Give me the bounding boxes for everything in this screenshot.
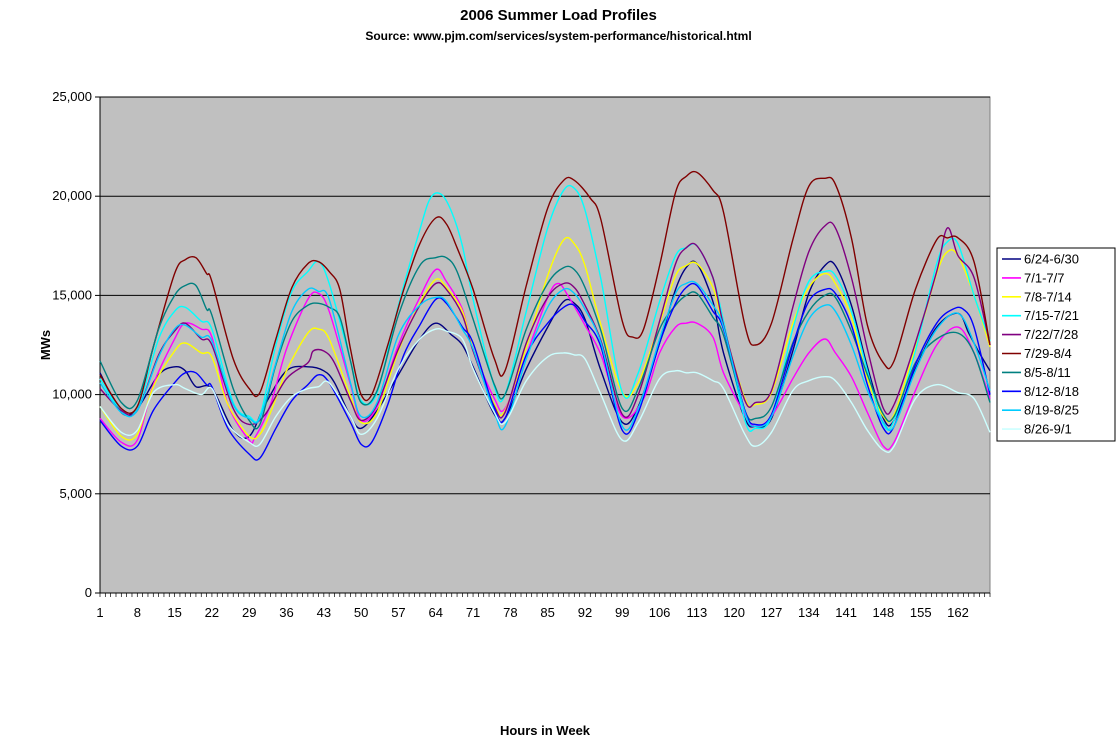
x-tick-label: 155 — [910, 605, 932, 620]
x-tick-label: 113 — [687, 605, 708, 620]
x-tick-label: 43 — [317, 605, 331, 620]
y-tick-label: 20,000 — [52, 188, 92, 203]
x-tick-label: 36 — [279, 605, 293, 620]
y-axis: 0 5,000 10,000 15,000 20,000 25,000 — [52, 89, 101, 600]
plot-area — [99, 96, 991, 594]
x-tick-label: 134 — [798, 605, 820, 620]
chart-subtitle: Source: www.pjm.com/services/system-perf… — [365, 29, 752, 43]
series-lines — [99, 170, 991, 461]
y-tick-label: 25,000 — [52, 89, 92, 104]
x-axis-title: Hours in Week — [500, 723, 591, 738]
x-tick-label: 106 — [649, 605, 671, 620]
series-line-3 — [99, 236, 991, 441]
gridlines — [100, 96, 990, 495]
x-tick-label: 141 — [835, 605, 857, 620]
x-tick-label: 50 — [354, 605, 368, 620]
x-tick-label: 8 — [134, 605, 141, 620]
x-tick-label: 148 — [873, 605, 895, 620]
y-tick-label: 5,000 — [59, 486, 92, 501]
series-line-6 — [99, 170, 991, 415]
x-tick-label: 15 — [167, 605, 181, 620]
legend-label: 7/15-7/21 — [1024, 308, 1079, 323]
x-tick-label: 120 — [723, 605, 745, 620]
x-tick-label: 78 — [503, 605, 517, 620]
legend-label: 8/19-8/25 — [1024, 403, 1079, 418]
legend-label: 7/8-7/14 — [1024, 289, 1072, 304]
x-tick-label: 29 — [242, 605, 256, 620]
legend-label: 7/1-7/7 — [1024, 270, 1064, 285]
x-tick-label: 71 — [466, 605, 480, 620]
legend: 6/24-6/30 7/1-7/7 7/8-7/14 7/15-7/21 7/22/7/… — [996, 247, 1116, 442]
chart-title: 2006 Summer Load Profiles — [460, 7, 657, 24]
x-tick-label: 85 — [540, 605, 554, 620]
y-tick-label: 0 — [85, 585, 92, 600]
y-tick-label: 10,000 — [52, 387, 92, 402]
legend-label: 6/24-6/30 — [1024, 252, 1079, 267]
x-tick-label: 127 — [761, 605, 783, 620]
x-axis: 1 8 15 22 29 36 43 50 57 64 71 78 85 92 99 106 113 120 127… — [96, 592, 991, 620]
series-line-9 — [99, 280, 991, 432]
x-tick-label: 92 — [578, 605, 592, 620]
series-line-4 — [99, 184, 991, 432]
legend-label: 8/5-8/11 — [1024, 365, 1071, 380]
x-tick-label: 64 — [429, 605, 443, 620]
y-tick-label: 15,000 — [52, 287, 92, 302]
series-line-8 — [99, 282, 991, 461]
x-tick-label: 99 — [615, 605, 629, 620]
legend-label: 8/12-8/18 — [1024, 384, 1079, 399]
y-axis-title: MWs — [38, 330, 53, 360]
x-tick-label: 1 — [96, 605, 103, 620]
legend-label: 7/22/7/28 — [1024, 327, 1078, 342]
legend-label: 8/26-9/1 — [1024, 422, 1072, 437]
x-tick-label: 57 — [391, 605, 405, 620]
x-tick-label: 22 — [205, 605, 219, 620]
series-line-10 — [99, 327, 991, 454]
legend-label: 7/29-8/4 — [1024, 346, 1072, 361]
x-tick-label: 162 — [947, 605, 969, 620]
legend-box — [996, 247, 1116, 442]
series-line-7 — [99, 255, 991, 430]
